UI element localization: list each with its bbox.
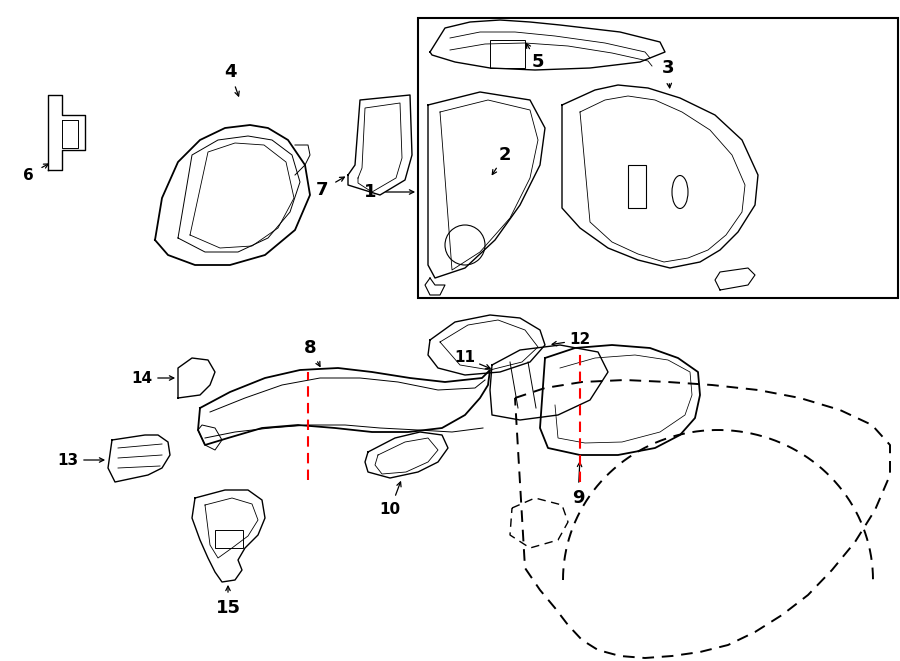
Polygon shape [108,435,170,482]
Text: 15: 15 [215,599,240,617]
Text: 7: 7 [316,181,328,199]
Bar [628,165,646,208]
Text: 5: 5 [532,53,544,71]
Text: 10: 10 [380,502,400,518]
Text: 6: 6 [22,167,33,182]
Text: 1: 1 [364,183,376,201]
Polygon shape [428,315,545,375]
Bar [418,18,898,298]
Text: 4: 4 [224,63,236,81]
Text: 8: 8 [303,339,316,357]
Text: 2: 2 [499,146,511,164]
Polygon shape [430,20,665,70]
Text: 9: 9 [572,489,584,507]
Polygon shape [198,368,490,445]
Polygon shape [490,345,608,420]
Text: 3: 3 [662,59,674,77]
Text: 13: 13 [58,453,78,467]
Bar [215,530,243,548]
Polygon shape [178,358,215,398]
Bar [490,40,525,68]
Text: 12: 12 [570,332,590,348]
Polygon shape [562,85,758,268]
Polygon shape [715,268,755,290]
Polygon shape [428,92,545,278]
Polygon shape [348,95,412,195]
Text: 11: 11 [454,350,475,366]
Polygon shape [540,345,700,455]
Text: 14: 14 [131,371,153,385]
Polygon shape [365,432,448,478]
Polygon shape [192,490,265,582]
